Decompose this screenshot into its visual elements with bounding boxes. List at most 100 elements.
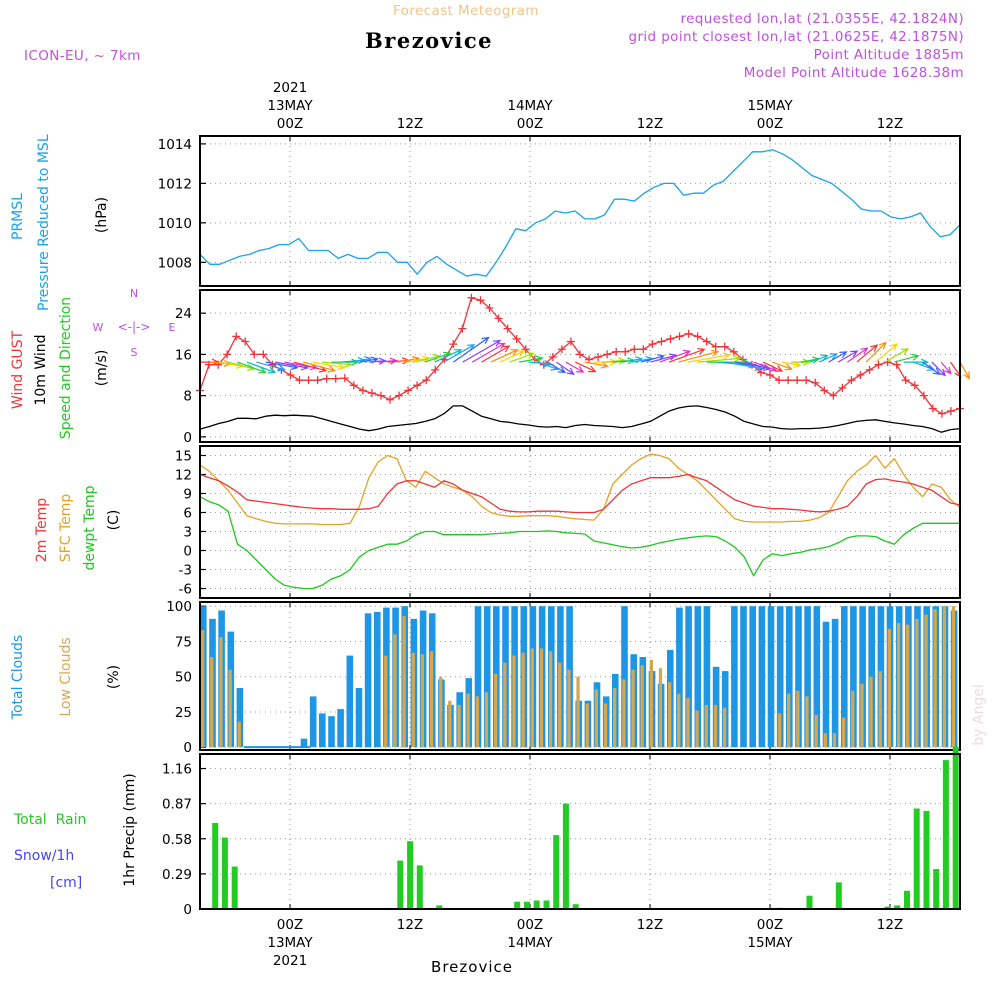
pressure-frame: [199, 135, 961, 287]
low-cloud-bar: [429, 651, 434, 748]
gust-marker: [729, 347, 738, 356]
gust-marker: [874, 360, 883, 369]
wind-direction-arrow: [940, 361, 952, 375]
wind-direction-arrow: [668, 348, 706, 363]
pressure-ytick-label: 1010: [158, 216, 192, 232]
gust-marker: [811, 378, 820, 387]
rain-bar: [231, 866, 238, 909]
gust-marker: [657, 337, 666, 346]
gust-marker: [467, 293, 476, 302]
low-cloud-bar: [201, 630, 205, 748]
wind-direction-arrow: [575, 361, 597, 373]
gust-marker: [612, 347, 621, 356]
wind-direction-arrow: [678, 349, 720, 363]
bottom-time-label: 14MAY: [507, 935, 553, 951]
rain-bar: [397, 860, 404, 909]
wind-direction-arrow: [368, 357, 387, 365]
low-cloud-bar: [787, 693, 791, 748]
wind-direction-arrow: [865, 341, 887, 363]
wind-direction-arrow: [894, 353, 920, 363]
gust-marker: [349, 381, 358, 390]
gust-marker: [639, 345, 648, 354]
gust-marker: [376, 391, 385, 400]
t2m-line: [199, 473, 961, 514]
footer-location: Brezovice: [431, 958, 513, 976]
total-cloud-bar: [841, 606, 848, 748]
rain-bar: [562, 803, 569, 909]
pressure-line: [199, 149, 961, 277]
temp-panel-labels: 2m Temp SFC Temp dewpt Temp (C): [34, 485, 122, 570]
low-cloud-bar: [210, 657, 214, 748]
total-cloud-bar: [328, 716, 335, 748]
low-cloud-bar: [521, 652, 525, 748]
pressure-panel-labels: PRMSL Pressure Reduced to MSL (hPa): [10, 134, 110, 311]
gust-marker: [458, 324, 467, 333]
low-cloud-bar: [814, 714, 818, 748]
gust-marker: [630, 345, 639, 354]
point-altitude: Point Altitude 1885m: [814, 47, 964, 63]
gust-marker: [404, 386, 413, 395]
wind-speed-line: [199, 405, 961, 433]
gust-marker: [928, 404, 937, 413]
rain-bar: [212, 823, 219, 909]
total-cloud-bar: [319, 713, 326, 748]
gust-marker: [666, 334, 675, 343]
gust-marker: [675, 332, 684, 341]
top-time-axis: 2021 13MAY 00Z 12Z 14MAY 00Z 12Z 15MAY 00Z 12Z: [267, 80, 903, 132]
gust-marker: [603, 350, 612, 359]
wind-direction-arrow: [490, 349, 519, 363]
low-cloud-bar: [603, 703, 608, 748]
wind-direction-arrow: [499, 350, 526, 363]
low-cloud-bar: [933, 609, 937, 748]
wind-direction-arrow: [509, 352, 535, 363]
gust-marker: [223, 350, 232, 359]
temp-ytick-label: 15: [175, 449, 192, 465]
precip-ytick-label: 0.58: [162, 832, 192, 848]
rain-bar: [913, 808, 920, 909]
gust-marker: [422, 376, 431, 385]
top-time-label: 00Z: [757, 116, 783, 132]
pressure-unit: (hPa): [94, 197, 110, 233]
wind-direction-arrow: [762, 361, 784, 372]
dewpt-line: [199, 496, 960, 590]
top-time-label: 15MAY: [747, 98, 793, 114]
rain-bar: [952, 746, 959, 909]
low-cloud-bar: [924, 614, 928, 748]
gust-marker: [919, 391, 928, 400]
wind-direction-arrow: [875, 343, 899, 363]
wind-direction-arrow: [565, 361, 585, 373]
rain-bar: [894, 905, 901, 909]
gust-marker: [413, 381, 422, 390]
low-cloud-bar: [704, 704, 708, 748]
low-cloud-bar: [567, 669, 571, 748]
wind-direction-arrow: [556, 361, 575, 375]
low-cloud-bar: [832, 733, 837, 748]
clouds-unit: (%): [106, 665, 122, 689]
temp-ytick-label: 9: [183, 487, 192, 503]
total-cloud-bar: [831, 618, 839, 748]
low-cloud-bar: [796, 690, 800, 748]
rain-bar: [543, 900, 550, 909]
rain-bar: [407, 841, 414, 909]
gust-marker: [340, 374, 349, 383]
precip-ytick-label: 0: [183, 902, 192, 918]
total-cloud-bar: [850, 606, 857, 748]
wind-10m-label: 10m Wind: [33, 334, 49, 405]
low-cloud-bar: [695, 710, 699, 748]
low-cloud-bar: [219, 637, 223, 748]
gust-marker: [946, 407, 955, 416]
rain-bar: [835, 882, 842, 909]
bottom-time-axis: 00Z 13MAY 2021 12Z 00Z 14MAY 12Z 00Z 15MAY 12Z: [267, 917, 903, 969]
rain-bar: [553, 835, 560, 909]
total-cloud-bar: [355, 688, 363, 748]
total-cloud-bar: [236, 688, 244, 748]
low-cloud-bar: [640, 665, 644, 748]
gust-marker: [576, 350, 584, 359]
gust-marker: [313, 376, 322, 385]
top-time-label: 00Z: [517, 116, 543, 132]
wind-direction-arrow: [603, 357, 627, 365]
rain-bar: [524, 901, 530, 909]
precip-panel-labels: Total Rain Snow/1h [cm] 1hr Precip (mm): [13, 773, 138, 891]
gust-marker: [232, 332, 241, 341]
gust-marker: [304, 376, 313, 385]
